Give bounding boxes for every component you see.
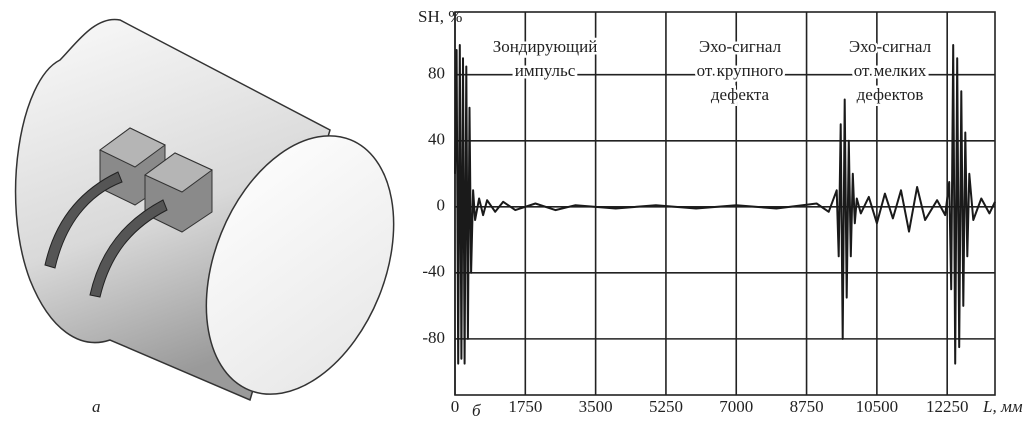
annotation: от мелких [854, 61, 927, 80]
y-tick-label: 0 [437, 196, 446, 215]
panel-label: б [472, 401, 481, 420]
annotation: дефектов [857, 85, 924, 104]
x-tick-label: 3500 [579, 397, 613, 416]
annotation: от крупного [697, 61, 784, 80]
y-tick-label: -40 [422, 262, 445, 281]
y-tick-label: -80 [422, 328, 445, 347]
pipe-illustration [14, 18, 395, 402]
x-axis-label: L, мм [982, 397, 1023, 416]
x-tick-label: 8750 [790, 397, 824, 416]
annotation: импульс [515, 61, 576, 80]
panel-label: а [92, 397, 101, 416]
annotation: Эхо-сигнал [849, 37, 932, 56]
x-tick-label: 10500 [856, 397, 899, 416]
x-tick-label: 5250 [649, 397, 683, 416]
annotation: дефекта [711, 85, 770, 104]
annotation: Зондирующий [493, 37, 598, 56]
x-tick-label: 12250 [926, 397, 969, 416]
annotation: Эхо-сигнал [699, 37, 782, 56]
signal-line [454, 44, 996, 365]
y-tick-label: 40 [428, 130, 445, 149]
x-tick-label: 1750 [508, 397, 542, 416]
chart: -80 -40 0 40 80 0 1750 3500 5250 7000 8750 10500 122… [422, 11, 996, 416]
x-tick-label: 7000 [719, 397, 753, 416]
y-axis-label: SH, % [418, 7, 462, 26]
x-tick-label: 0 [451, 397, 460, 416]
y-tick-label: 80 [428, 64, 445, 83]
